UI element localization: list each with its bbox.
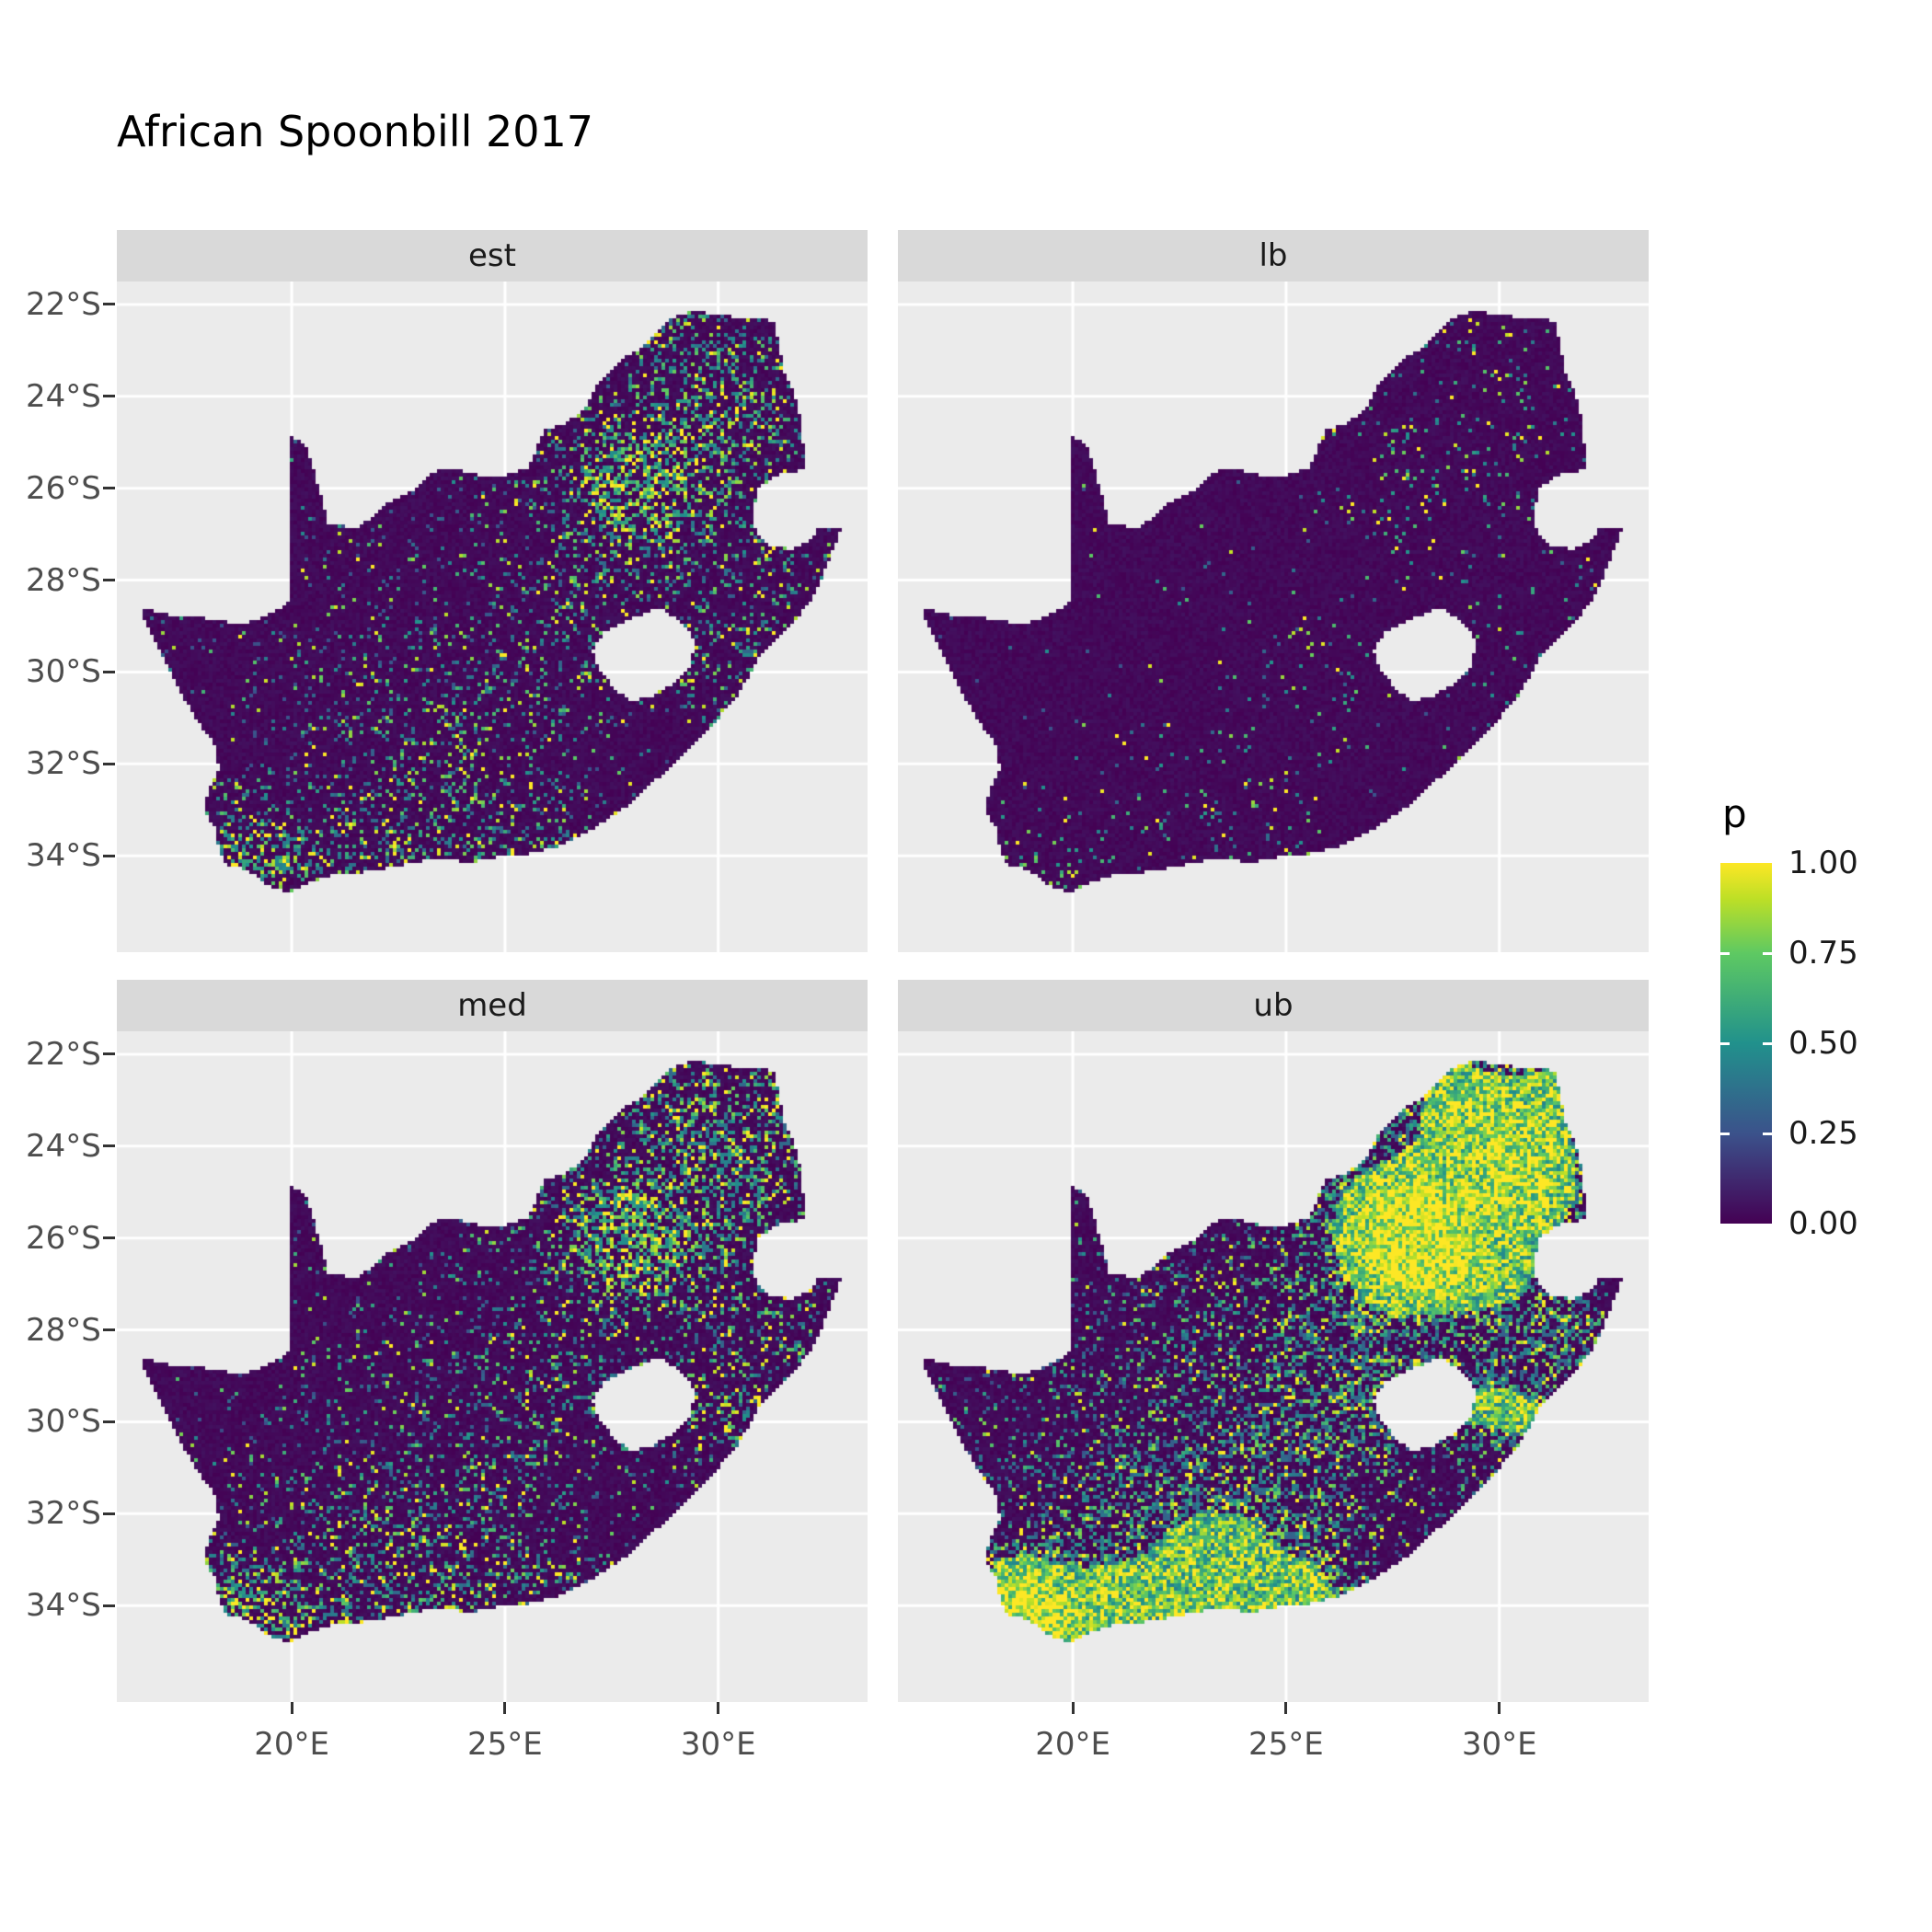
legend-title: p — [1722, 791, 1747, 836]
y-axis-label: 26°S — [26, 469, 101, 507]
y-axis-label: 30°S — [26, 653, 101, 691]
x-axis-label: 30°E — [680, 1726, 756, 1763]
x-axis-label: 25°E — [1248, 1726, 1324, 1763]
y-axis-label: 32°S — [26, 745, 101, 783]
y-axis-label: 24°S — [26, 377, 101, 415]
x-axis-tick — [290, 1702, 293, 1714]
facet-strip-label-est: est — [468, 237, 516, 274]
y-axis-tick — [103, 1236, 115, 1240]
x-axis-label: 20°E — [1035, 1726, 1110, 1763]
legend-tick-mark — [1763, 1132, 1772, 1135]
y-axis-tick — [103, 303, 115, 306]
legend-tick-label: 1.00 — [1788, 845, 1858, 881]
x-axis-label: 30°E — [1461, 1726, 1537, 1763]
y-axis-tick — [103, 670, 115, 673]
facet-strip-med: med — [117, 980, 868, 1031]
y-axis-label: 30°S — [26, 1403, 101, 1441]
facet-strip-ub: ub — [898, 980, 1649, 1031]
y-axis-tick — [103, 1328, 115, 1332]
y-axis-tick — [103, 395, 115, 398]
legend-tick-mark — [1763, 951, 1772, 955]
x-axis-tick — [1498, 1702, 1501, 1714]
facet-strip-label-lb: lb — [1259, 237, 1288, 274]
y-axis-label: 34°S — [26, 1587, 101, 1625]
facet-panel-ub — [898, 1031, 1649, 1702]
legend-tick-mark — [1763, 1041, 1772, 1045]
y-axis-label: 26°S — [26, 1219, 101, 1257]
y-axis-label: 28°S — [26, 1311, 101, 1349]
y-axis-tick — [103, 1420, 115, 1423]
y-axis-tick — [103, 579, 115, 582]
legend-tick-mark — [1720, 951, 1730, 955]
facet-strip-label-med: med — [457, 987, 527, 1024]
legend-tick-label: 0.25 — [1788, 1115, 1858, 1152]
y-axis-label: 34°S — [26, 837, 101, 875]
facet-panel-lb — [898, 282, 1649, 952]
legend-tick-mark — [1720, 1132, 1730, 1135]
y-axis-tick — [103, 1144, 115, 1148]
y-axis-tick — [103, 1052, 115, 1056]
legend-tick-label: 0.75 — [1788, 935, 1858, 972]
x-axis-tick — [1071, 1702, 1075, 1714]
x-axis-label: 25°E — [467, 1726, 543, 1763]
y-axis-tick — [103, 762, 115, 765]
y-axis-tick — [103, 854, 115, 857]
y-axis-label: 22°S — [26, 1035, 101, 1073]
y-axis-label: 24°S — [26, 1127, 101, 1165]
legend-tick-mark — [1720, 1041, 1730, 1045]
legend-tick-label: 0.00 — [1788, 1205, 1858, 1242]
y-axis-label: 28°S — [26, 561, 101, 599]
x-axis-tick — [1284, 1702, 1288, 1714]
y-axis-tick — [103, 487, 115, 490]
plot-title: African Spoonbill 2017 — [117, 107, 594, 156]
x-axis-tick — [503, 1702, 507, 1714]
y-axis-tick — [103, 1512, 115, 1515]
y-axis-label: 22°S — [26, 285, 101, 323]
facet-panel-med — [117, 1031, 868, 1702]
x-axis-label: 20°E — [254, 1726, 329, 1763]
y-axis-tick — [103, 1604, 115, 1607]
y-axis-label: 32°S — [26, 1495, 101, 1533]
legend-tick-label: 0.50 — [1788, 1025, 1858, 1062]
facet-panel-est — [117, 282, 868, 952]
facet-strip-label-ub: ub — [1253, 987, 1294, 1024]
facet-strip-est: est — [117, 230, 868, 282]
x-axis-tick — [717, 1702, 720, 1714]
facet-strip-lb: lb — [898, 230, 1649, 282]
